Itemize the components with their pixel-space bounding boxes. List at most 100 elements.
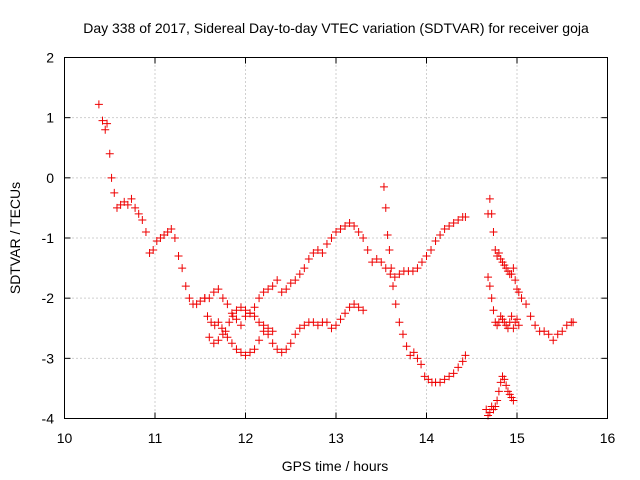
data-point — [526, 312, 535, 321]
data-point — [345, 218, 354, 227]
y-tick-label: -3 — [42, 350, 55, 366]
plot-frame — [64, 57, 608, 419]
data-point — [417, 360, 426, 369]
y-tick-label: -2 — [42, 290, 55, 306]
series-track-g — [482, 372, 518, 420]
data-point — [181, 282, 190, 291]
data-point — [368, 258, 377, 267]
data-point — [107, 173, 116, 182]
data-point — [500, 375, 509, 384]
data-point — [359, 306, 368, 315]
data-point — [489, 306, 498, 315]
data-point — [514, 321, 523, 330]
data-point — [458, 357, 467, 366]
data-point — [203, 312, 212, 321]
data-point — [295, 324, 304, 333]
y-tick-label: -4 — [42, 411, 55, 427]
x-tick-label: 12 — [238, 430, 254, 446]
data-point — [273, 276, 282, 285]
data-point — [562, 321, 571, 330]
data-point — [332, 227, 340, 236]
series-track-a — [94, 100, 470, 330]
data-point — [246, 348, 255, 357]
data-points — [94, 100, 578, 420]
data-point — [255, 318, 264, 327]
data-point — [522, 300, 531, 309]
data-point — [218, 294, 227, 303]
data-point — [514, 288, 523, 297]
data-point — [200, 294, 209, 303]
data-point — [103, 119, 112, 128]
series-track-d — [379, 182, 470, 387]
data-point — [540, 327, 549, 336]
data-point — [409, 348, 418, 357]
data-point — [509, 324, 518, 333]
data-point — [511, 276, 520, 285]
data-point — [205, 333, 214, 342]
data-point — [259, 288, 268, 297]
data-point — [250, 345, 259, 354]
data-point — [509, 264, 518, 273]
x-tick-label: 11 — [148, 430, 163, 446]
series-track-b — [205, 300, 368, 360]
data-point — [390, 273, 399, 282]
data-point — [101, 125, 110, 134]
data-point — [544, 330, 553, 339]
x-tick-labels: 10 11 12 13 14 15 16 — [57, 430, 616, 446]
data-point — [485, 194, 494, 203]
data-point — [449, 369, 458, 378]
data-point — [138, 215, 147, 224]
data-point — [341, 221, 350, 230]
data-point — [170, 234, 179, 242]
data-point — [440, 375, 449, 384]
data-point — [431, 237, 440, 246]
data-point — [372, 255, 381, 264]
data-point — [309, 249, 318, 258]
data-point — [268, 339, 277, 348]
data-point — [178, 264, 187, 273]
data-point — [417, 258, 426, 267]
data-point — [484, 273, 493, 282]
series-track-e — [484, 194, 578, 345]
data-point — [282, 285, 291, 294]
data-point — [236, 303, 245, 312]
data-point — [454, 215, 463, 224]
data-point — [509, 396, 518, 405]
data-point — [227, 339, 236, 348]
x-axis-label: GPS time / hours — [282, 458, 389, 474]
data-point — [395, 270, 404, 279]
data-point — [413, 354, 422, 363]
y-axis-label: SDTVAR / TECUs — [7, 182, 23, 294]
data-point — [225, 318, 234, 327]
data-point — [381, 203, 390, 212]
data-point — [259, 321, 268, 330]
data-point — [413, 264, 422, 273]
data-point — [309, 318, 318, 327]
data-point — [402, 342, 411, 351]
data-point — [131, 203, 140, 212]
data-point — [336, 224, 345, 233]
y-tick-label: 2 — [46, 50, 54, 66]
data-point — [494, 387, 503, 396]
data-point — [445, 221, 454, 230]
data-point — [304, 255, 313, 264]
data-point — [277, 288, 286, 297]
data-point — [408, 267, 417, 276]
data-point — [291, 276, 300, 285]
data-point — [507, 270, 516, 279]
data-point — [209, 288, 218, 297]
data-point — [531, 321, 540, 330]
data-point — [363, 246, 372, 255]
data-point — [221, 327, 230, 336]
data-point — [427, 246, 436, 255]
data-point — [350, 300, 359, 309]
data-point — [273, 345, 282, 354]
data-point — [241, 351, 250, 360]
data-point — [236, 348, 245, 357]
data-point — [228, 312, 237, 321]
data-point — [491, 402, 500, 411]
data-point — [354, 303, 363, 312]
data-point — [449, 218, 458, 227]
data-point — [395, 318, 404, 327]
data-point — [223, 333, 232, 342]
